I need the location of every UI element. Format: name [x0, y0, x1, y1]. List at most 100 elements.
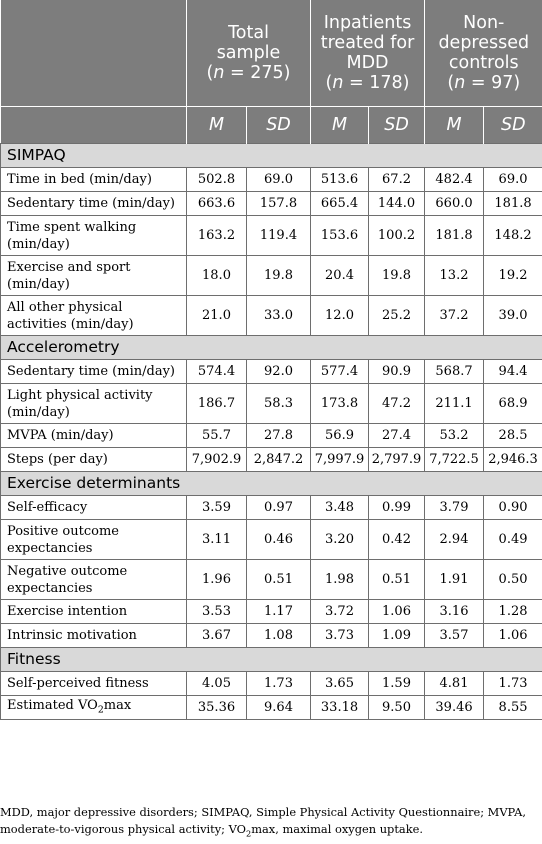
cell-value: 211.1: [424, 383, 485, 424]
cell-value: 577.4: [310, 359, 370, 384]
cell-value: 660.0: [424, 191, 485, 216]
cell-value: 27.4: [368, 423, 426, 448]
cell-value: 7,997.9: [310, 447, 370, 472]
table-row: Estimated VO2max 35.36 9.64 33.18 9.50 3…: [0, 695, 542, 720]
cell-value: 2,797.9: [368, 447, 426, 472]
section-row: Fitness: [0, 647, 542, 672]
cell-value: 1.73: [245, 671, 312, 696]
row-label: Time in bed (min/day): [0, 167, 187, 192]
cell-value: 482.4: [424, 167, 485, 192]
cell-value: 153.6: [310, 215, 370, 256]
cell-value: 37.2: [424, 295, 485, 336]
row-label: Intrinsic motivation: [0, 623, 187, 648]
cell-value: 3.11: [186, 519, 247, 560]
table-row: All other physical activities (min/day) …: [0, 295, 542, 336]
cell-value: 186.7: [186, 383, 247, 424]
table-row: Exercise intention 3.53 1.17 3.72 1.06 3…: [0, 599, 542, 624]
table-row: Intrinsic motivation 3.67 1.08 3.73 1.09…: [0, 623, 542, 648]
cell-value: 163.2: [186, 215, 247, 256]
row-label: Estimated VO2max: [0, 695, 187, 720]
cell-value: 1.06: [483, 623, 542, 648]
cell-value: 7,902.9: [186, 447, 247, 472]
table-row: Time spent walking (min/day) 163.2 119.4…: [0, 215, 542, 256]
cell-value: 181.8: [424, 215, 485, 256]
cell-value: 3.20: [310, 519, 370, 560]
cell-value: 39.0: [483, 295, 542, 336]
cell-value: 665.4: [310, 191, 370, 216]
cell-value: 19.8: [368, 255, 426, 296]
header-blank-cell: [0, 0, 187, 107]
header-total-sample: Total sample (n = 275): [185, 0, 311, 107]
cell-value: 20.4: [310, 255, 370, 296]
cell-value: 33.18: [310, 695, 370, 720]
row-label: Exercise intention: [0, 599, 187, 624]
cell-value: 144.0: [368, 191, 426, 216]
cell-value: 1.17: [245, 599, 312, 624]
cell-value: 1.06: [368, 599, 426, 624]
cell-value: 25.2: [368, 295, 426, 336]
header-sd: SD: [483, 106, 542, 144]
cell-value: 53.2: [424, 423, 485, 448]
cell-value: 2,847.2: [245, 447, 312, 472]
cell-value: 3.65: [310, 671, 370, 696]
cell-value: 69.0: [483, 167, 542, 192]
cell-value: 148.2: [483, 215, 542, 256]
cell-value: 0.99: [368, 495, 426, 520]
cell-value: 21.0: [186, 295, 247, 336]
header-sd: SD: [245, 106, 311, 144]
cell-value: 9.50: [368, 695, 426, 720]
row-label: Negative outcome expectancies: [0, 559, 187, 600]
cell-value: 1.91: [424, 559, 485, 600]
cell-value: 18.0: [186, 255, 247, 296]
cell-value: 35.36: [186, 695, 247, 720]
table-row: Positive outcome expectancies 3.11 0.46 …: [0, 519, 542, 560]
section-row: SIMPAQ: [0, 143, 542, 168]
row-label: Sedentary time (min/day): [0, 191, 187, 216]
cell-value: 12.0: [310, 295, 370, 336]
section-title: Exercise determinants: [0, 471, 542, 496]
cell-value: 502.8: [186, 167, 247, 192]
row-label: Light physical activity (min/day): [0, 383, 187, 424]
cell-value: 513.6: [310, 167, 370, 192]
cell-value: 4.05: [186, 671, 247, 696]
cell-value: 2.94: [424, 519, 485, 560]
cell-value: 0.51: [245, 559, 312, 600]
header-blank-cell: [0, 106, 187, 144]
cell-value: 3.67: [186, 623, 247, 648]
cell-value: 1.09: [368, 623, 426, 648]
cell-value: 33.0: [245, 295, 312, 336]
cell-value: 4.81: [424, 671, 485, 696]
table-row: Sedentary time (min/day) 663.6 157.8 665…: [0, 191, 542, 216]
table-row: Negative outcome expectancies 1.96 0.51 …: [0, 559, 542, 600]
cell-value: 39.46: [424, 695, 485, 720]
cell-value: 1.98: [310, 559, 370, 600]
cell-value: 568.7: [424, 359, 485, 384]
cell-value: 92.0: [245, 359, 312, 384]
cell-value: 181.8: [483, 191, 542, 216]
table-row: Steps (per day) 7,902.9 2,847.2 7,997.9 …: [0, 447, 542, 472]
cell-value: 94.4: [483, 359, 542, 384]
cell-value: 13.2: [424, 255, 485, 296]
cell-value: 67.2: [368, 167, 426, 192]
header-non-depressed-controls: Non- depressed controls (n = 97): [424, 0, 542, 107]
cell-value: 663.6: [186, 191, 247, 216]
cell-value: 0.51: [368, 559, 426, 600]
header-m: M: [310, 106, 369, 144]
table-row: Time in bed (min/day) 502.8 69.0 513.6 6…: [0, 167, 542, 192]
table-row: Light physical activity (min/day) 186.7 …: [0, 383, 542, 424]
table-row: Self-efficacy 3.59 0.97 3.48 0.99 3.79 0…: [0, 495, 542, 520]
header-stat-row: M SD M SD M SD: [0, 106, 542, 144]
cell-value: 2,946.3: [483, 447, 542, 472]
cell-value: 58.3: [245, 383, 312, 424]
cell-value: 47.2: [368, 383, 426, 424]
row-label: All other physical activities (min/day): [0, 295, 187, 336]
cell-value: 19.2: [483, 255, 542, 296]
cell-value: 1.59: [368, 671, 426, 696]
cell-value: 3.57: [424, 623, 485, 648]
cell-value: 7,722.5: [424, 447, 485, 472]
cell-value: 0.49: [483, 519, 542, 560]
table-row: MVPA (min/day) 55.7 27.8 56.9 27.4 53.2 …: [0, 423, 542, 448]
row-label: Sedentary time (min/day): [0, 359, 187, 384]
table-row: Self-perceived fitness 4.05 1.73 3.65 1.…: [0, 671, 542, 696]
cell-value: 157.8: [245, 191, 312, 216]
